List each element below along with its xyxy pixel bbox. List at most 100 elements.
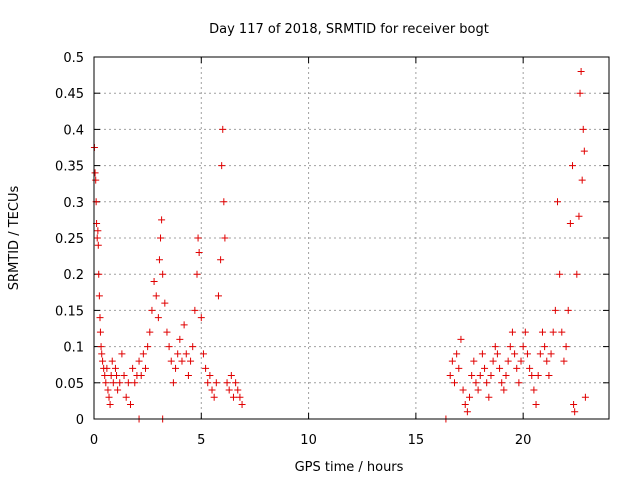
data-point <box>506 343 514 351</box>
y-axis-label: SRMTID / TECUs <box>7 186 22 291</box>
data-point <box>566 220 574 228</box>
data-point <box>152 292 160 300</box>
data-point <box>103 364 111 372</box>
data-point <box>101 372 109 380</box>
data-point <box>146 328 154 336</box>
y-tick-label: 0.45 <box>55 87 84 102</box>
y-tick-label: 0.4 <box>63 123 84 138</box>
data-point <box>545 372 553 380</box>
data-point <box>178 357 186 365</box>
data-point <box>498 379 506 387</box>
data-point <box>457 335 465 343</box>
data-point <box>562 343 570 351</box>
data-point <box>227 372 235 380</box>
x-tick-label: 0 <box>90 433 98 448</box>
data-point <box>569 162 577 170</box>
x-tick-label: 15 <box>408 433 425 448</box>
data-point <box>578 176 586 184</box>
data-point <box>105 393 113 401</box>
data-point <box>111 364 119 372</box>
grid <box>94 57 609 419</box>
data-point <box>122 393 130 401</box>
data-point <box>513 364 521 372</box>
data-point <box>187 357 195 365</box>
data-point <box>576 89 584 97</box>
data-point <box>94 241 102 249</box>
data-point <box>172 364 180 372</box>
data-point <box>91 169 99 177</box>
y-tick-labels: 0 0.05 0.1 0.15 0.2 0.25 0.3 0.35 0.4 0.45 0.5 <box>55 51 84 428</box>
data-point <box>206 372 214 380</box>
data-point <box>158 216 166 224</box>
data-point <box>543 357 551 365</box>
x-tick-label: 20 <box>515 433 532 448</box>
data-point <box>554 198 561 206</box>
data-point <box>159 270 167 278</box>
data-point <box>500 386 508 394</box>
data-point <box>154 314 162 322</box>
data-point <box>208 386 216 394</box>
data-point <box>161 299 169 307</box>
data-point <box>541 343 549 351</box>
data-point <box>238 401 246 409</box>
data-point <box>95 270 103 278</box>
data-point <box>459 386 467 394</box>
data-point <box>493 350 501 358</box>
data-point <box>470 357 478 365</box>
data-point <box>109 379 117 387</box>
data-point <box>97 343 105 351</box>
data-point <box>202 364 210 372</box>
data-point <box>93 234 101 242</box>
data-point <box>455 364 463 372</box>
data-point <box>102 379 110 387</box>
data-point <box>564 306 572 314</box>
data-point <box>194 234 202 242</box>
data-point <box>551 306 559 314</box>
y-tick-label: 0.3 <box>63 196 84 211</box>
data-point <box>135 357 143 365</box>
data-point <box>502 372 510 380</box>
data-point <box>225 386 233 394</box>
data-points <box>90 67 589 423</box>
data-point <box>193 270 201 278</box>
data-point <box>517 357 525 365</box>
data-point <box>581 393 589 401</box>
data-point <box>144 343 152 351</box>
data-point <box>448 357 456 365</box>
data-point <box>165 343 173 351</box>
data-point <box>580 147 588 155</box>
data-point <box>481 364 489 372</box>
data-point <box>95 292 103 300</box>
data-point <box>234 386 242 394</box>
data-point <box>532 401 540 409</box>
data-point <box>491 343 499 351</box>
data-point <box>150 277 158 285</box>
plot-frame <box>93 56 610 420</box>
data-point <box>496 364 504 372</box>
data-point <box>155 256 163 264</box>
data-point <box>523 350 531 358</box>
data-point <box>120 372 128 380</box>
data-point <box>223 379 231 387</box>
y-tick-label: 0.35 <box>55 160 84 175</box>
data-point <box>570 401 578 409</box>
data-point <box>106 401 114 409</box>
data-point <box>232 379 240 387</box>
data-point <box>575 212 583 220</box>
data-point <box>556 270 564 278</box>
data-point <box>157 234 165 242</box>
data-point <box>99 357 107 365</box>
data-point <box>129 364 137 372</box>
data-point <box>195 248 203 256</box>
data-point <box>94 227 102 235</box>
data-point <box>530 386 538 394</box>
y-tick-label: 0.05 <box>55 377 84 392</box>
data-point <box>577 67 585 75</box>
data-point <box>204 379 212 387</box>
x-tick-label: 5 <box>197 433 205 448</box>
y-tick-label: 0.25 <box>55 232 84 247</box>
data-point <box>116 379 124 387</box>
data-point <box>214 292 222 300</box>
y-tick-label: 0.15 <box>55 304 84 319</box>
data-point <box>191 306 199 314</box>
